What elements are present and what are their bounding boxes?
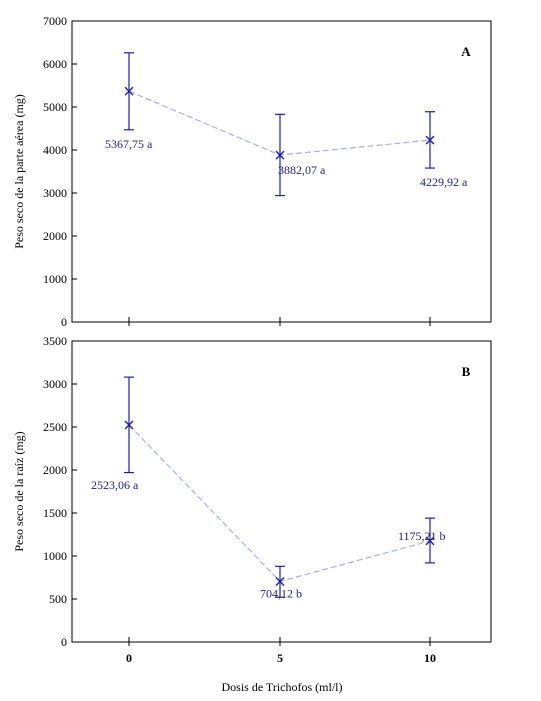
- y-tick-label: 500: [49, 592, 67, 606]
- plot-frame: [71, 340, 492, 643]
- y-tick-label: 0: [61, 635, 67, 649]
- data-point: [124, 86, 134, 96]
- y-tick-label: 3000: [43, 186, 67, 200]
- marker-stroke: [275, 150, 285, 160]
- series-line: [128, 424, 431, 583]
- marker-stroke: [275, 576, 285, 586]
- data-point: [124, 420, 134, 430]
- panel-a: 0 1000 2000 3000 4000 5000 6000 7000 Peso seco d…: [12, 14, 492, 329]
- x-tick-label: 5: [277, 651, 283, 665]
- data-label: 3882,07 a: [278, 163, 326, 177]
- y-axis-label: Peso seco de la raíz (mg): [12, 431, 26, 551]
- data-point: [275, 576, 285, 586]
- data-point: [275, 150, 285, 160]
- marker-stroke: [124, 420, 134, 430]
- y-tick-label: 2500: [43, 420, 67, 434]
- y-tick-label: 0: [61, 315, 67, 329]
- data-label: 1175,21 b: [398, 529, 446, 543]
- y-tick-label: 7000: [43, 14, 67, 28]
- data-label: 704,12 b: [260, 586, 302, 600]
- y-axis-label: Peso seco de la parte aérea (mg): [12, 94, 26, 249]
- x-axis-label: Dosis de Trichofos (ml/l): [221, 680, 342, 694]
- panel-letter: B: [462, 364, 471, 379]
- y-tick-label: 3000: [43, 377, 67, 391]
- panel-b: 0 500 1000 1500 2000 2500 3000 3500 0 5 10 Peso sec…: [12, 334, 492, 665]
- y-tick-label: 3500: [43, 334, 67, 348]
- panel-letter: A: [461, 44, 471, 59]
- plot-frame: [71, 20, 492, 323]
- y-tick-label: 1500: [43, 506, 67, 520]
- data-point: [425, 135, 435, 145]
- x-tick-label: 10: [424, 651, 436, 665]
- y-tick-label: 6000: [43, 57, 67, 71]
- marker-stroke: [425, 536, 435, 546]
- marker-stroke: [425, 135, 435, 145]
- data-label: 4229,92 a: [420, 175, 468, 189]
- data-label: 5367,75 a: [105, 137, 153, 151]
- data-point: [425, 536, 435, 546]
- y-tick-label: 1000: [43, 272, 67, 286]
- y-tick-label: 2000: [43, 463, 67, 477]
- data-label: 2523,06 a: [91, 478, 139, 492]
- y-tick-label: 4000: [43, 143, 67, 157]
- y-tick-label: 5000: [43, 100, 67, 114]
- x-tick-label: 0: [126, 651, 132, 665]
- y-tick-label: 1000: [43, 549, 67, 563]
- y-tick-label: 2000: [43, 229, 67, 243]
- marker-stroke: [124, 86, 134, 96]
